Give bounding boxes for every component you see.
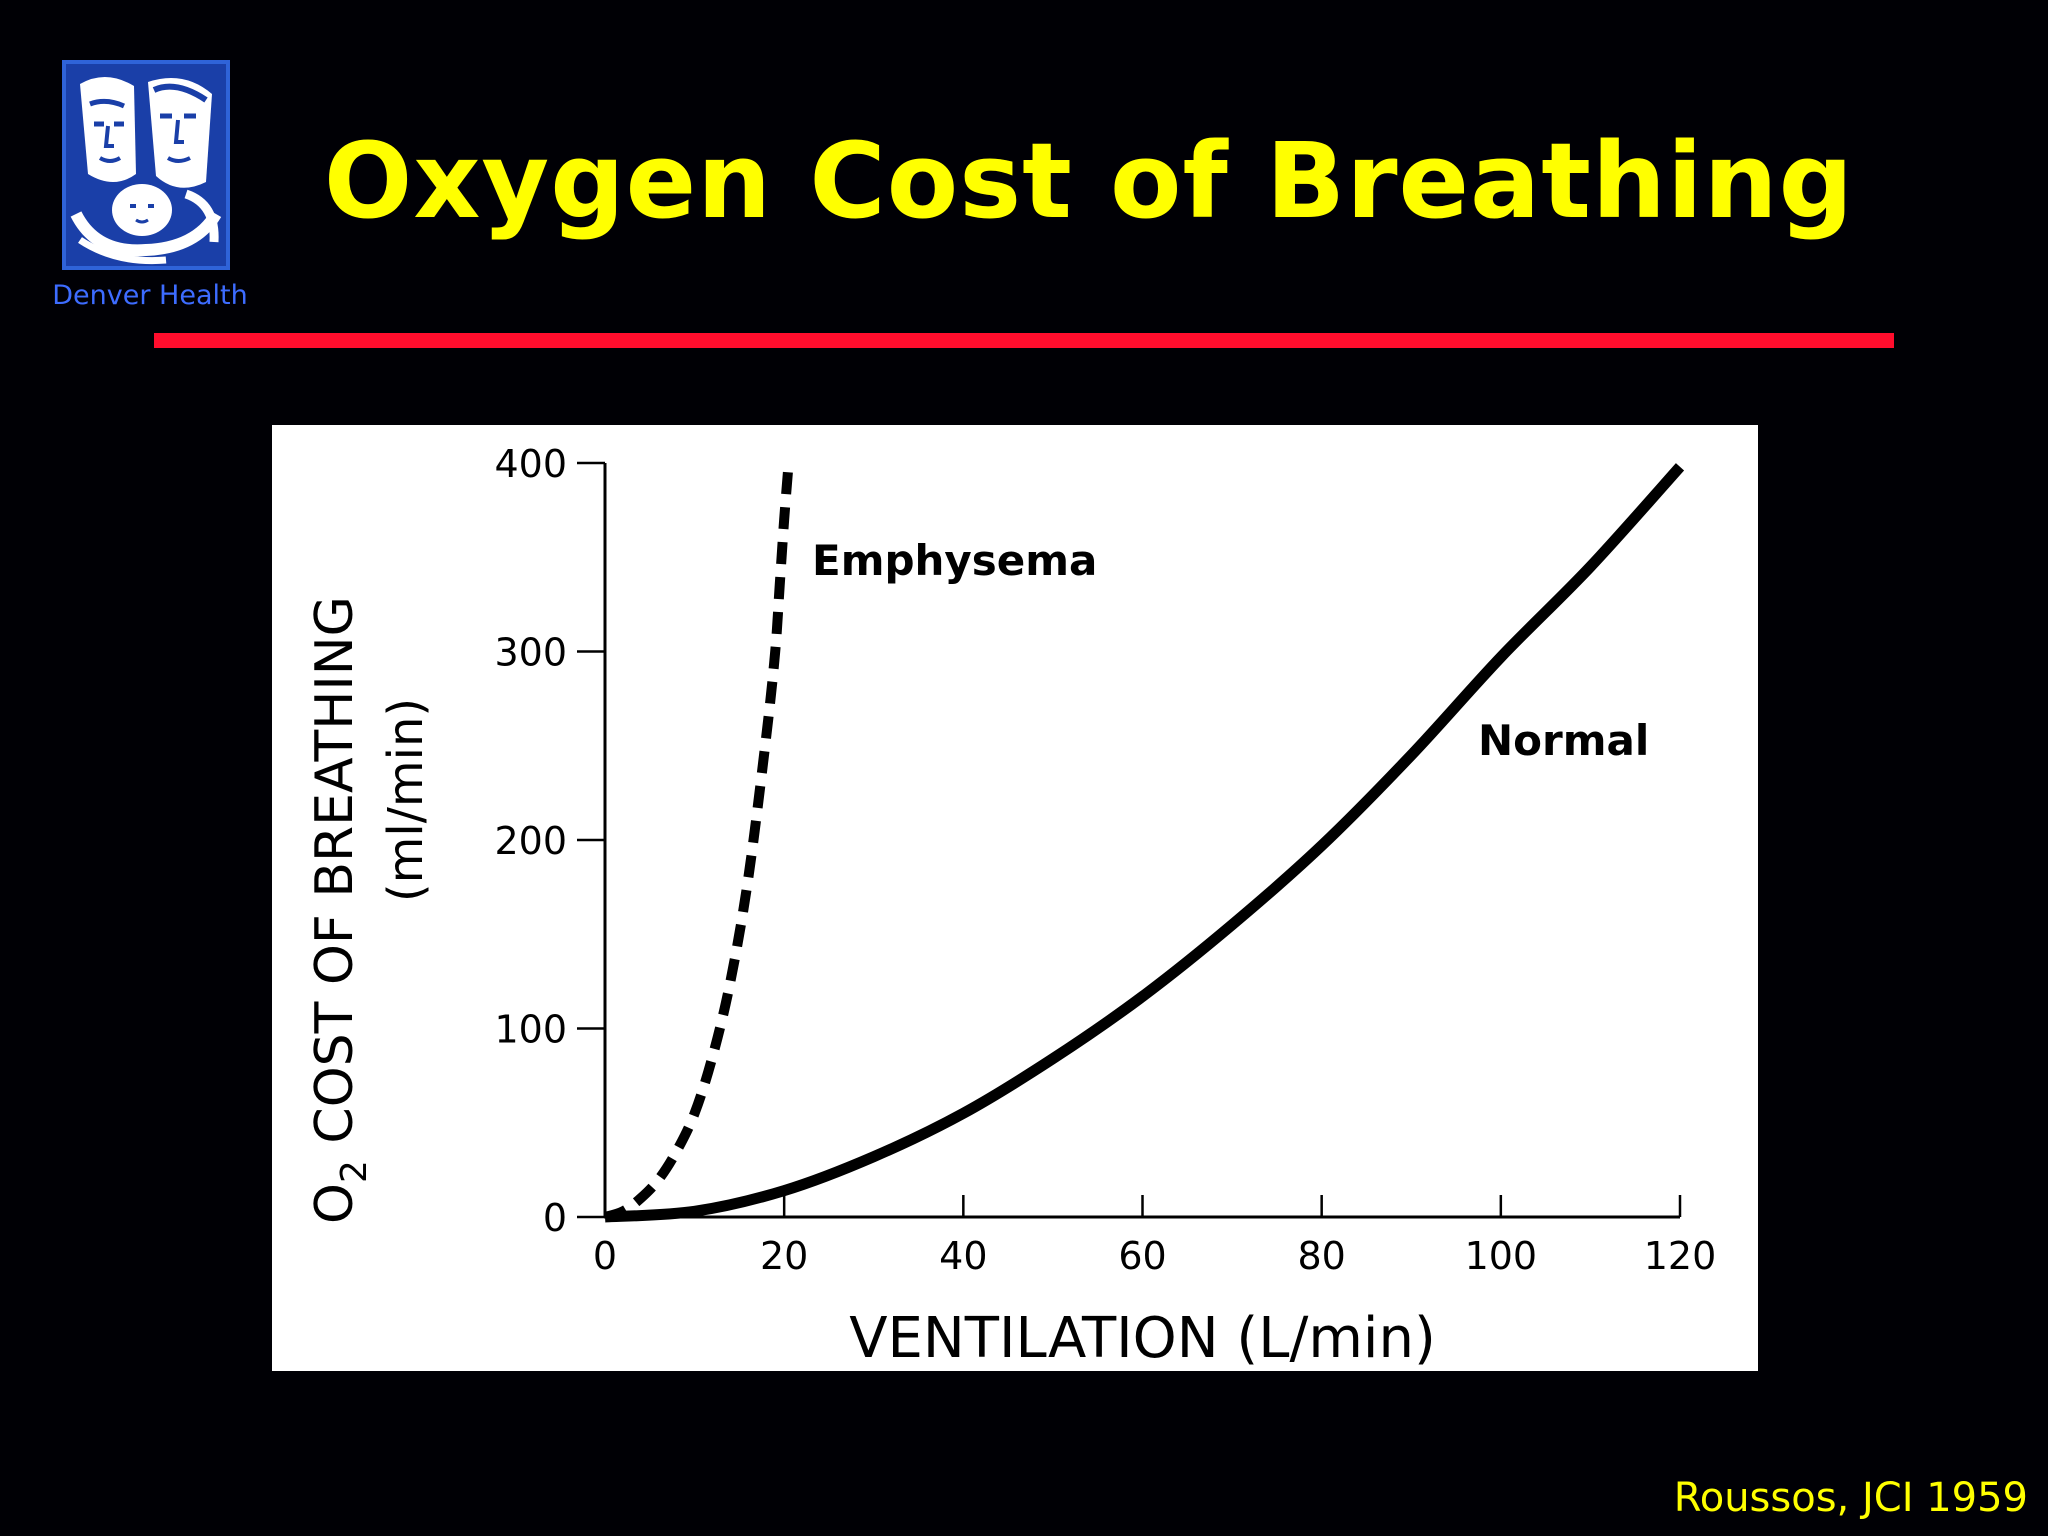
- y-axis-units: (ml/min): [378, 698, 434, 902]
- y-tick-label: 400: [494, 442, 567, 486]
- y-tick-label: 100: [494, 1008, 567, 1052]
- series-label-emphysema: Emphysema: [812, 536, 1097, 585]
- title-underline-rule: [154, 333, 1894, 348]
- x-axis-label: VENTILATION (L/min): [849, 1306, 1436, 1371]
- y-axis-label-prefix: O: [305, 1183, 365, 1224]
- y-tick-label: 200: [494, 819, 567, 863]
- chart-panel: 0 100 200 300 400 0 20 40 60 80 100 120 VENTILATION …: [272, 425, 1758, 1371]
- x-tick-label: 20: [760, 1234, 808, 1278]
- x-tick-label: 100: [1465, 1234, 1538, 1278]
- x-tick-label: 60: [1118, 1234, 1166, 1278]
- family-portrait-logo-icon: [66, 64, 226, 266]
- oxygen-cost-chart: 0 100 200 300 400 0 20 40 60 80 100 120 VENTILATION …: [305, 442, 1717, 1371]
- series-line-emphysema: [603, 462, 794, 1222]
- series-label-normal: Normal: [1478, 716, 1649, 765]
- y-axis-label-subscript: 2: [334, 1160, 375, 1183]
- citation: Roussos, JCI 1959: [1673, 1475, 2028, 1521]
- logo-caption: Denver Health: [52, 280, 248, 311]
- series-line-normal: [604, 463, 1685, 1223]
- y-axis-label-main: COST OF BREATHING: [305, 596, 365, 1160]
- x-tick-label: 120: [1644, 1234, 1717, 1278]
- x-tick-label: 40: [939, 1234, 987, 1278]
- slide-title: Oxygen Cost of Breathing: [323, 120, 1855, 242]
- y-tick-label: 300: [494, 631, 567, 675]
- x-tick-label: 80: [1297, 1234, 1345, 1278]
- y-tick-label: 0: [543, 1196, 567, 1240]
- denver-health-logo: [62, 60, 230, 270]
- y-axis-label: O2 COST OF BREATHING: [305, 596, 375, 1224]
- x-tick-label: 0: [593, 1234, 617, 1278]
